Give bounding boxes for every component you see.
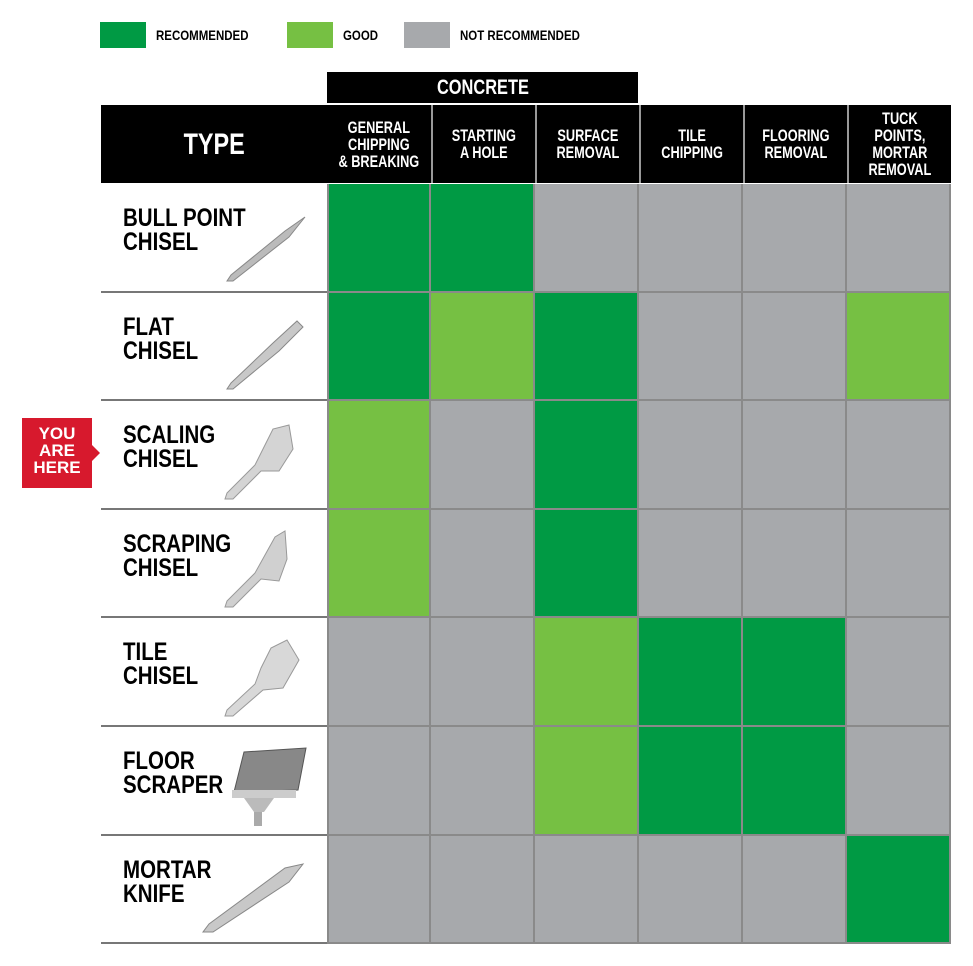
rating-cell xyxy=(847,510,951,618)
rating-cell xyxy=(327,401,431,510)
rating-cell xyxy=(327,618,431,727)
column-header-label: TUCK POINTS, MORTAR REMOVAL xyxy=(868,109,932,179)
rating-cell xyxy=(535,618,639,727)
rating-cell xyxy=(743,618,847,727)
column-header: GENERAL CHIPPING & BREAKING xyxy=(327,105,431,183)
rating-cell xyxy=(327,184,431,293)
flat-chisel-icon xyxy=(219,317,309,397)
table-row: FLOOR SCRAPER xyxy=(101,727,327,836)
badge-line: YOU xyxy=(38,424,76,443)
rating-cell xyxy=(535,727,639,836)
legend-swatch xyxy=(100,22,146,48)
row-label: BULL POINT CHISEL xyxy=(123,204,246,256)
rating-cell xyxy=(431,727,535,836)
column-header-label: SURFACE REMOVAL xyxy=(556,126,620,162)
table-row: TILE CHISEL xyxy=(101,618,327,727)
rating-cell xyxy=(431,510,535,618)
column-header-label: GENERAL CHIPPING & BREAKING xyxy=(338,117,420,171)
legend-swatch xyxy=(286,22,333,48)
rating-cell xyxy=(535,836,639,944)
rating-cell xyxy=(639,184,743,293)
rating-cell xyxy=(847,836,951,944)
group-header-label: CONCRETE xyxy=(436,75,529,99)
rating-cell xyxy=(847,727,951,836)
scaling-chisel-icon xyxy=(219,421,309,506)
table-row: BULL POINT CHISEL xyxy=(101,184,327,293)
rating-cell xyxy=(327,836,431,944)
column-header: FLOORING REMOVAL xyxy=(743,105,847,183)
scraping-chisel-icon xyxy=(219,529,309,614)
bull-point-chisel-icon xyxy=(219,209,309,289)
rating-cell xyxy=(431,401,535,510)
badge-line: HERE xyxy=(33,458,81,477)
row-label: MORTAR KNIFE xyxy=(123,856,212,908)
rating-cell xyxy=(847,401,951,510)
concrete-group-header: CONCRETE xyxy=(327,72,638,103)
rating-cell xyxy=(743,293,847,401)
you-are-here-badge: YOU ARE HERE xyxy=(22,418,102,488)
mortar-knife-icon xyxy=(199,860,309,940)
table-row: SCALING CHISEL xyxy=(101,401,327,510)
rating-cell xyxy=(847,184,951,293)
rating-cell xyxy=(327,727,431,836)
legend: RECOMMENDED GOOD NOT RECOMMENDED xyxy=(100,22,624,48)
rating-cell xyxy=(431,293,535,401)
rating-cell xyxy=(743,401,847,510)
rating-cell xyxy=(639,836,743,944)
row-label: FLAT CHISEL xyxy=(123,313,199,365)
column-header: TUCK POINTS, MORTAR REMOVAL xyxy=(847,105,951,183)
rating-cell xyxy=(743,184,847,293)
rating-cell xyxy=(639,618,743,727)
rating-cell xyxy=(431,618,535,727)
badge-arrow-shape xyxy=(22,418,100,488)
rating-cell xyxy=(639,510,743,618)
rating-cell xyxy=(535,184,639,293)
rating-cell xyxy=(431,836,535,944)
rating-cell xyxy=(743,510,847,618)
table-row: MORTAR KNIFE xyxy=(101,836,327,944)
rating-cell xyxy=(639,401,743,510)
rating-cell xyxy=(847,293,951,401)
rating-cell xyxy=(327,510,431,618)
rating-cell xyxy=(327,293,431,401)
legend-label: GOOD xyxy=(342,27,378,43)
rating-cell xyxy=(431,184,535,293)
row-label: SCALING CHISEL xyxy=(123,421,216,473)
column-header-label: STARTING A HOLE xyxy=(451,126,517,162)
row-label: SCRAPING CHISEL xyxy=(123,530,232,582)
rating-cell xyxy=(743,836,847,944)
rating-cell xyxy=(535,293,639,401)
row-label: FLOOR SCRAPER xyxy=(123,747,224,799)
rating-cell xyxy=(639,293,743,401)
legend-label: NOT RECOMMENDED xyxy=(459,27,580,43)
row-label: TILE CHISEL xyxy=(123,638,199,690)
column-header: TILE CHIPPING xyxy=(639,105,743,183)
type-header: TYPE xyxy=(101,105,327,183)
column-header: SURFACE REMOVAL xyxy=(535,105,639,183)
rating-cell xyxy=(847,618,951,727)
type-header-label: TYPE xyxy=(183,127,245,161)
table-row: FLAT CHISEL xyxy=(101,293,327,401)
rating-cell xyxy=(743,727,847,836)
rating-cell xyxy=(535,510,639,618)
tile-chisel-icon xyxy=(219,638,309,723)
column-header: STARTING A HOLE xyxy=(431,105,535,183)
column-header-label: TILE CHIPPING xyxy=(661,126,723,162)
rating-cell xyxy=(535,401,639,510)
legend-label: RECOMMENDED xyxy=(156,27,249,43)
floor-scraper-icon xyxy=(214,742,309,832)
rating-cell xyxy=(639,727,743,836)
legend-swatch xyxy=(403,22,450,48)
table-row: SCRAPING CHISEL xyxy=(101,510,327,618)
column-header-label: FLOORING REMOVAL xyxy=(762,126,830,162)
badge-line: ARE xyxy=(39,441,75,460)
